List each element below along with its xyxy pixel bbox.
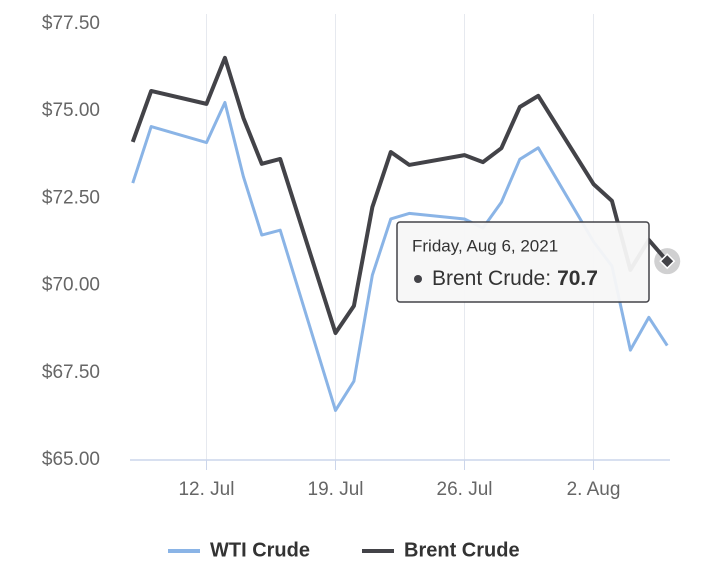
tooltip-dot — [414, 275, 422, 283]
x-tick-label: 19. Jul — [308, 479, 364, 500]
x-tick-label: 26. Jul — [437, 479, 493, 500]
hover-marker — [659, 253, 676, 270]
y-tick-label: $65.00 — [42, 449, 100, 470]
tooltip-label: Brent Crude: 70.7 — [432, 267, 598, 290]
legend-label: WTI Crude — [210, 539, 310, 561]
x-tick-label: 2. Aug — [567, 479, 621, 500]
y-tick-label: $70.00 — [42, 275, 100, 296]
y-tick-label: $75.00 — [42, 100, 100, 121]
y-tick-label: $72.50 — [42, 187, 100, 208]
y-tick-label: $77.50 — [42, 13, 100, 34]
y-tick-label: $67.50 — [42, 362, 100, 383]
series-line — [130, 55, 669, 336]
x-tick-label: 12. Jul — [178, 479, 234, 500]
tooltip-title: Friday, Aug 6, 2021 — [412, 236, 558, 255]
legend-label: Brent Crude — [404, 539, 520, 561]
legend: WTI Crude Brent Crude — [168, 539, 520, 561]
tooltip-series: Brent Crude: — [432, 267, 551, 290]
tooltip-value: 70.7 — [557, 267, 598, 290]
grid: $65.00 $67.50 $70.00 $72.50 $75.00 $77.50 12. … — [42, 13, 670, 500]
tooltip-box — [396, 221, 650, 303]
tooltip: Friday, Aug 6, 2021 Brent Crude: 70.7 — [396, 221, 681, 303]
